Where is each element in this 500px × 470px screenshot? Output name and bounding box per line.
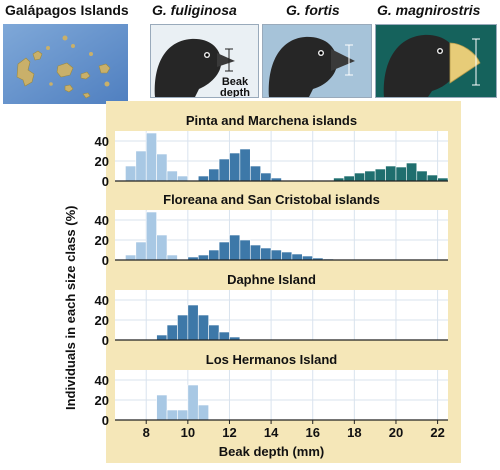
fortis-finch-image <box>262 24 372 98</box>
y-tick-label: 0 <box>102 413 109 428</box>
beak-depth-label-line1: Beak <box>222 76 249 88</box>
bar-fortis <box>260 172 272 182</box>
bar-fuliginosa <box>145 211 157 261</box>
bar-magnirostris <box>343 175 355 182</box>
bar-fortis <box>291 253 303 261</box>
bar-fuliginosa <box>166 170 178 182</box>
bar-fortis <box>229 152 241 182</box>
galapagos-map-image <box>3 24 128 104</box>
y-tick-label: 40 <box>95 134 109 149</box>
plot-area-daphne-island <box>115 290 448 340</box>
bar-magnirostris <box>426 174 438 182</box>
bar-magnirostris <box>385 165 397 182</box>
panel-title-floreana-and-san-cristobal-islands: Floreana and San Cristobal islands <box>163 192 380 207</box>
x-tick-label: 14 <box>264 425 279 440</box>
y-tick-label: 40 <box>95 213 109 228</box>
y-tick-label: 20 <box>95 154 109 169</box>
y-tick-label: 0 <box>102 174 109 189</box>
y-tick-label: 0 <box>102 253 109 268</box>
bar-fortis <box>218 331 230 341</box>
bar-fortis <box>218 241 230 261</box>
bar-magnirostris <box>374 168 386 182</box>
bar-fuliginosa <box>187 384 199 421</box>
species-magnirostris-name: G. magnirostris <box>377 2 481 18</box>
map-title: Galápagos Islands <box>5 2 129 18</box>
bar-fortis <box>218 158 230 182</box>
species-fuliginosa-title: G. fuliginosa <box>152 2 237 18</box>
bar-fortis <box>270 249 282 261</box>
bar-fortis <box>208 168 220 182</box>
bar-magnirostris <box>354 172 366 182</box>
bar-fortis <box>260 247 272 261</box>
bar-magnirostris <box>395 166 407 182</box>
y-tick-label: 40 <box>95 293 109 308</box>
bar-fuliginosa <box>166 409 178 421</box>
y-tick-label: 20 <box>95 393 109 408</box>
magnirostris-finch-image <box>375 24 497 98</box>
species-magnirostris-title: G. magnirostris <box>377 2 480 18</box>
bar-fortis <box>197 314 209 341</box>
x-tick-label: 18 <box>347 425 361 440</box>
bar-magnirostris <box>364 170 376 182</box>
panel-title-daphne-island: Daphne Island <box>227 272 316 287</box>
bar-fortis <box>239 148 251 182</box>
bar-fortis <box>208 249 220 261</box>
bar-fuliginosa <box>177 409 189 421</box>
panel-title-los-hermanos-island: Los Hermanos Island <box>206 352 338 367</box>
bar-magnirostris <box>416 170 428 182</box>
x-tick-label: 22 <box>430 425 444 440</box>
y-tick-label: 20 <box>95 313 109 328</box>
bar-magnirostris <box>406 162 418 182</box>
bar-fuliginosa <box>177 175 189 182</box>
panel-title-pinta-and-marchena-islands: Pinta and Marchena islands <box>186 113 357 128</box>
bar-fortis <box>166 324 178 341</box>
bar-fortis <box>281 251 293 261</box>
x-axis-label: Beak depth (mm) <box>219 444 324 459</box>
bar-fuliginosa <box>135 241 147 261</box>
bar-fuliginosa <box>125 254 137 261</box>
fuliginosa-finch-image: Beak depth <box>150 24 259 98</box>
bar-fortis <box>239 239 251 261</box>
bar-fuliginosa <box>166 254 178 261</box>
x-tick-label: 12 <box>222 425 236 440</box>
bar-fortis <box>187 304 199 341</box>
bar-fuliginosa <box>156 394 168 421</box>
species-fortis-title: G. fortis <box>286 2 340 18</box>
x-tick-label: 20 <box>389 425 403 440</box>
bar-fuliginosa <box>156 234 168 261</box>
y-tick-label: 0 <box>102 333 109 348</box>
bar-fuliginosa <box>135 150 147 182</box>
x-tick-label: 16 <box>305 425 319 440</box>
species-fortis-name: G. fortis <box>286 2 340 18</box>
bar-fortis <box>177 314 189 341</box>
species-fuliginosa-name: G. fuliginosa <box>152 2 237 18</box>
bar-fortis <box>197 175 209 182</box>
bar-fuliginosa <box>156 153 168 182</box>
x-tick-label: 8 <box>143 425 150 440</box>
bar-fuliginosa <box>125 165 137 182</box>
bar-fortis <box>208 324 220 341</box>
bar-fortis <box>197 254 209 261</box>
y-tick-label: 20 <box>95 233 109 248</box>
x-tick-label: 10 <box>181 425 195 440</box>
bar-fuliginosa <box>145 132 157 182</box>
bar-fortis <box>229 234 241 261</box>
bar-fortis <box>249 165 261 182</box>
beak-depth-label-line2: depth <box>220 87 250 98</box>
bar-fortis <box>249 244 261 261</box>
bar-fortis <box>156 334 168 341</box>
y-tick-label: 40 <box>95 373 109 388</box>
bar-fuliginosa <box>197 404 209 421</box>
